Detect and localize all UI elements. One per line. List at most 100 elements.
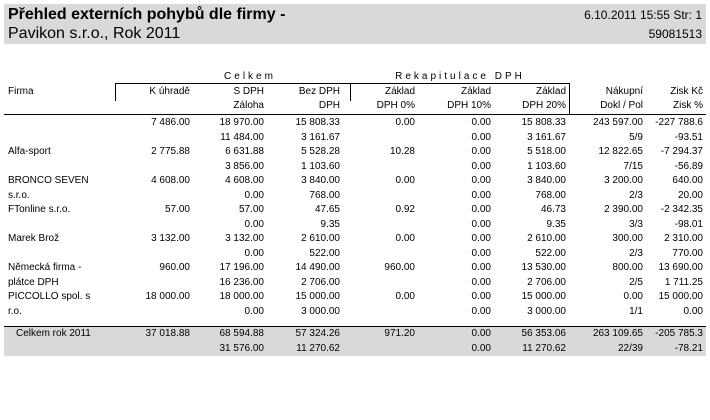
cell-s-dph-sub: 0.00: [244, 305, 264, 317]
cell-zisk-sub: -93.51: [674, 131, 703, 143]
cell-s-dph: 6 631.88: [225, 146, 264, 157]
cell-bez-dph: 47.65: [314, 204, 340, 215]
cell-zaklad-10: 0.00: [471, 233, 491, 244]
cell-zaklad-20: 5 518.00: [527, 146, 566, 157]
col-dph: DPH: [318, 100, 340, 111]
cell-zisk: -227 788.6: [655, 117, 703, 128]
cell-zaklad-20: 3 840.00: [527, 175, 566, 186]
cell-k-uhrade: 2 775.88: [151, 146, 190, 157]
cell-zisk-sub: 1 711.25: [664, 276, 703, 288]
cell-nakupni-sub: 2/3: [629, 189, 643, 201]
col-nakupni-a: Nákupní: [605, 86, 643, 97]
col-zaklad0-a: Základ: [384, 86, 415, 97]
cell-zaklad-10: 0.00: [471, 262, 491, 273]
cell-zaklad-0: 0.00: [395, 291, 415, 302]
row-firma-name-cont: plátce DPH: [8, 276, 59, 288]
cell-nakupni: 243 597.00: [592, 117, 643, 128]
cell-zaklad-10-sub: 0.00: [471, 160, 491, 172]
cell-bez-dph: 2 610.00: [301, 233, 340, 244]
cell-zaklad-10: 0.00: [471, 175, 491, 186]
col-zaklad0-b: DPH 0%: [376, 100, 415, 111]
cell-s-dph: 17 196.00: [219, 262, 265, 273]
cell-k-uhrade: 18 000.00: [145, 291, 191, 302]
total-zaklad-10: 0.00: [471, 328, 491, 339]
cell-zaklad-10: 0.00: [471, 291, 491, 302]
cell-zaklad-10-sub: 0.00: [471, 218, 491, 230]
cell-k-uhrade: 7 486.00: [151, 117, 190, 128]
cell-zaklad-0: 0.92: [395, 204, 415, 215]
col-firma: Firma: [8, 86, 34, 97]
col-nakupni-b: Dokl / Pol: [600, 100, 643, 111]
cell-nakupni-sub: 7/15: [623, 160, 643, 172]
cell-nakupni-sub: 5/9: [629, 131, 643, 143]
col-bez-dph: Bez DPH: [298, 86, 340, 97]
cell-s-dph: 18 970.00: [219, 117, 265, 128]
cell-zaklad-20-sub: 768.00: [535, 189, 566, 201]
col-zaklad20-a: Základ: [535, 86, 566, 97]
cell-s-dph: 3 132.00: [225, 233, 264, 244]
cell-zaklad-20-sub: 522.00: [535, 247, 566, 259]
cell-zaklad-20: 15 000.00: [521, 291, 567, 302]
header-divider-right: [569, 83, 570, 114]
cell-bez-dph: 15 000.00: [295, 291, 341, 302]
report-title: Přehled externích pohybů dle firmy -: [8, 6, 286, 23]
cell-zisk: 640.00: [672, 175, 703, 186]
group-header-rule: [115, 83, 570, 84]
cell-nakupni-sub: 3/3: [629, 218, 643, 230]
cell-bez-dph-sub: 3 000.00: [301, 305, 340, 317]
cell-zaklad-10: 0.00: [471, 146, 491, 157]
total-bez-dph: 57 324.26: [295, 328, 341, 339]
cell-bez-dph-sub: 522.00: [309, 247, 340, 259]
cell-nakupni: 12 822.65: [598, 146, 644, 157]
total-band: [4, 326, 706, 356]
cell-s-dph-sub: 16 236.00: [219, 276, 265, 288]
cell-s-dph-sub: 0.00: [244, 218, 264, 230]
cell-nakupni: 800.00: [612, 262, 643, 273]
row-firma-name-cont: r.o.: [8, 305, 22, 317]
row-firma-name-cont: s.r.o.: [8, 189, 30, 201]
total-bez-dph-sub: 11 270.62: [296, 342, 340, 354]
cell-zaklad-20-sub: 1 103.60: [527, 160, 566, 172]
cell-s-dph-sub: 0.00: [244, 247, 264, 259]
total-top-rule: [4, 326, 706, 327]
report-code: 59081513: [648, 27, 702, 41]
cell-nakupni: 3 200.00: [604, 175, 643, 186]
cell-zaklad-0: 10.28: [389, 146, 415, 157]
cell-zaklad-20: 13 530.00: [521, 262, 567, 273]
cell-zaklad-20-sub: 9.35: [546, 218, 566, 230]
total-s-dph: 68 594.88: [219, 328, 265, 339]
cell-bez-dph-sub: 768.00: [309, 189, 340, 201]
cell-k-uhrade: 960.00: [159, 262, 190, 273]
cell-s-dph-sub: 3 856.00: [225, 160, 264, 172]
cell-zaklad-20-sub: 3 000.00: [527, 305, 566, 317]
cell-zaklad-20: 46.73: [540, 204, 566, 215]
cell-k-uhrade: 3 132.00: [151, 233, 190, 244]
cell-zaklad-0: 0.00: [395, 175, 415, 186]
cell-zaklad-0: 0.00: [395, 233, 415, 244]
cell-bez-dph-sub: 1 103.60: [301, 160, 340, 172]
cell-nakupni-sub: 1/1: [629, 305, 643, 317]
total-s-dph-sub: 31 576.00: [219, 342, 265, 354]
cell-zaklad-10: 0.00: [471, 117, 491, 128]
col-s-dph: S DPH: [233, 86, 264, 97]
cell-zisk: 15 000.00: [658, 291, 704, 302]
row-firma-name: Alfa-sport: [8, 146, 51, 157]
cell-nakupni: 0.00: [623, 291, 643, 302]
report-header: Přehled externích pohybů dle firmy - Pav…: [4, 4, 706, 44]
cell-nakupni: 2 390.00: [604, 204, 643, 215]
cell-nakupni-sub: 2/3: [629, 247, 643, 259]
total-k-uhrade: 37 018.88: [145, 328, 191, 339]
cell-zisk: 2 310.00: [664, 233, 703, 244]
cell-s-dph-sub: 11 484.00: [220, 131, 264, 143]
total-nakupni: 263 109.65: [592, 328, 643, 339]
cell-bez-dph: 15 808.33: [295, 117, 341, 128]
cell-zisk: 13 690.00: [658, 262, 704, 273]
cell-bez-dph-sub: 3 161.67: [301, 131, 340, 143]
cell-zisk: -2 342.35: [660, 204, 703, 215]
report-subtitle: Pavikon s.r.o., Rok 2011: [8, 25, 181, 42]
cell-zisk-sub: 0.00: [683, 305, 703, 317]
header-divider-left: [115, 83, 116, 101]
col-zaklad20-b: DPH 20%: [522, 100, 566, 111]
row-firma-name: Německá firma -: [8, 262, 82, 273]
total-zisk: -205 785.3: [655, 328, 703, 339]
